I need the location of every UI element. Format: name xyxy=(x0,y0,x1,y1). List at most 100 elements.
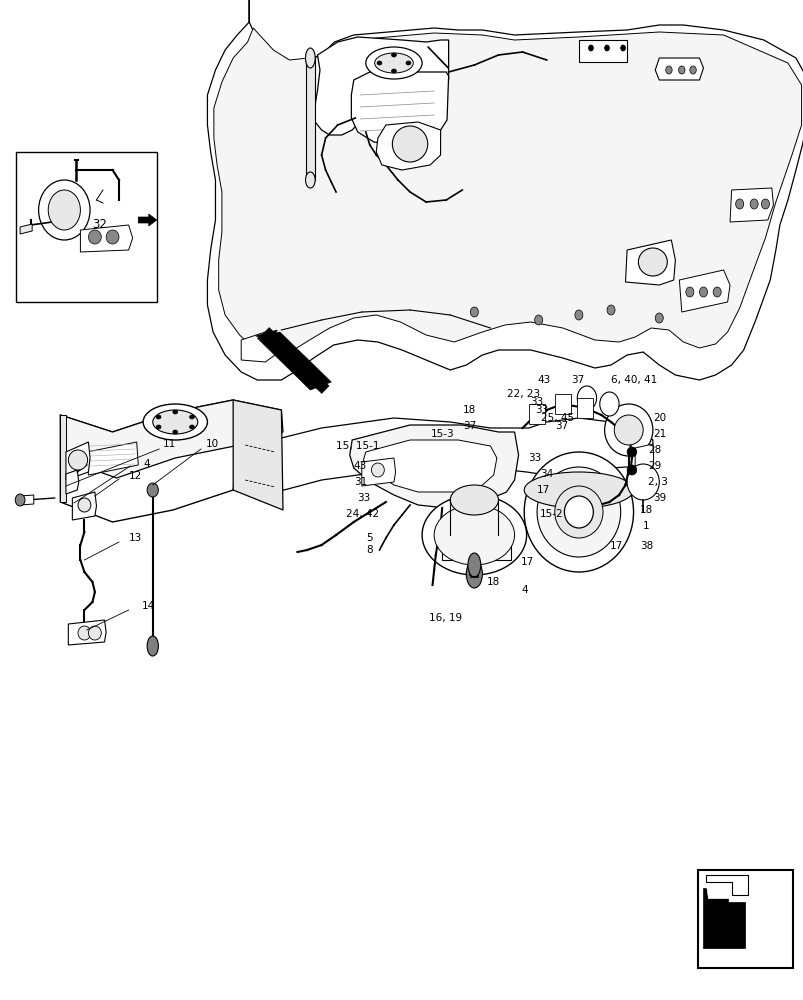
Ellipse shape xyxy=(466,560,482,588)
Polygon shape xyxy=(72,492,96,520)
Ellipse shape xyxy=(536,467,620,557)
Ellipse shape xyxy=(374,53,413,73)
Polygon shape xyxy=(554,394,570,414)
Polygon shape xyxy=(349,425,518,508)
Ellipse shape xyxy=(391,53,396,57)
Text: 38: 38 xyxy=(639,541,652,551)
Polygon shape xyxy=(138,214,157,226)
Polygon shape xyxy=(679,270,729,312)
Ellipse shape xyxy=(470,307,478,317)
Text: 28: 28 xyxy=(647,445,660,455)
Text: 37: 37 xyxy=(463,421,475,431)
Ellipse shape xyxy=(577,386,596,410)
Text: 18: 18 xyxy=(463,405,475,415)
Polygon shape xyxy=(20,224,32,234)
Polygon shape xyxy=(60,400,239,522)
Ellipse shape xyxy=(173,410,177,414)
Ellipse shape xyxy=(371,463,384,477)
Ellipse shape xyxy=(190,415,194,419)
Ellipse shape xyxy=(392,126,427,162)
Polygon shape xyxy=(214,28,801,355)
Text: 6, 40, 41: 6, 40, 41 xyxy=(610,375,657,385)
Text: 2, 3: 2, 3 xyxy=(647,477,667,487)
Text: 18: 18 xyxy=(639,505,652,515)
Ellipse shape xyxy=(599,392,618,416)
Ellipse shape xyxy=(391,69,396,73)
Ellipse shape xyxy=(588,45,593,51)
Text: 14: 14 xyxy=(141,601,154,611)
Text: 33: 33 xyxy=(530,397,543,407)
Polygon shape xyxy=(233,400,283,510)
Text: 29: 29 xyxy=(647,461,660,471)
Polygon shape xyxy=(442,540,510,560)
Ellipse shape xyxy=(88,626,101,640)
Polygon shape xyxy=(577,398,593,418)
Ellipse shape xyxy=(626,465,636,475)
Text: 32: 32 xyxy=(92,218,108,231)
Ellipse shape xyxy=(467,553,480,577)
Ellipse shape xyxy=(173,430,177,434)
Polygon shape xyxy=(265,418,652,495)
Polygon shape xyxy=(702,888,744,948)
Ellipse shape xyxy=(39,180,90,240)
Ellipse shape xyxy=(88,230,101,244)
Ellipse shape xyxy=(156,415,161,419)
Polygon shape xyxy=(361,458,395,486)
Polygon shape xyxy=(66,442,90,480)
Ellipse shape xyxy=(689,66,695,74)
Ellipse shape xyxy=(534,315,542,325)
Ellipse shape xyxy=(626,464,658,500)
Text: 13: 13 xyxy=(128,533,141,543)
Ellipse shape xyxy=(613,415,642,445)
Ellipse shape xyxy=(305,172,315,188)
Text: 22, 23: 22, 23 xyxy=(506,389,539,399)
Ellipse shape xyxy=(638,248,666,276)
Text: 5: 5 xyxy=(366,533,373,543)
Ellipse shape xyxy=(564,496,593,528)
Text: 37: 37 xyxy=(554,421,567,431)
Polygon shape xyxy=(68,620,106,645)
Ellipse shape xyxy=(406,61,410,65)
Polygon shape xyxy=(697,870,792,968)
Polygon shape xyxy=(16,152,157,302)
Ellipse shape xyxy=(524,452,633,572)
Ellipse shape xyxy=(147,636,158,656)
Ellipse shape xyxy=(712,287,720,297)
Text: 15, 15-1: 15, 15-1 xyxy=(336,441,379,451)
Ellipse shape xyxy=(48,190,80,230)
Text: 17: 17 xyxy=(536,485,549,495)
Ellipse shape xyxy=(434,505,514,565)
Text: 33: 33 xyxy=(357,493,369,503)
Ellipse shape xyxy=(574,310,582,320)
Text: 4: 4 xyxy=(520,585,527,595)
Polygon shape xyxy=(60,400,283,478)
Text: 11: 11 xyxy=(162,439,175,449)
Polygon shape xyxy=(654,58,703,80)
Ellipse shape xyxy=(68,450,88,470)
Polygon shape xyxy=(87,442,138,475)
Polygon shape xyxy=(729,188,772,222)
Polygon shape xyxy=(634,444,653,474)
Polygon shape xyxy=(60,415,66,502)
Text: 15-2: 15-2 xyxy=(540,509,563,519)
Ellipse shape xyxy=(685,287,693,297)
Ellipse shape xyxy=(735,199,743,209)
Text: 37: 37 xyxy=(570,375,583,385)
Polygon shape xyxy=(305,58,315,180)
Text: 20: 20 xyxy=(652,413,665,423)
Ellipse shape xyxy=(450,485,498,515)
Ellipse shape xyxy=(665,66,671,74)
Text: 15-3: 15-3 xyxy=(430,429,454,439)
Text: 10: 10 xyxy=(206,439,218,449)
Polygon shape xyxy=(705,884,743,898)
Polygon shape xyxy=(376,122,440,170)
Ellipse shape xyxy=(106,230,119,244)
Ellipse shape xyxy=(78,626,91,640)
Polygon shape xyxy=(80,225,132,252)
Text: 43: 43 xyxy=(536,375,549,385)
Text: 43: 43 xyxy=(353,461,366,471)
Text: 4: 4 xyxy=(143,459,149,469)
Ellipse shape xyxy=(78,498,91,512)
Ellipse shape xyxy=(604,45,609,51)
Text: 21: 21 xyxy=(652,429,665,439)
